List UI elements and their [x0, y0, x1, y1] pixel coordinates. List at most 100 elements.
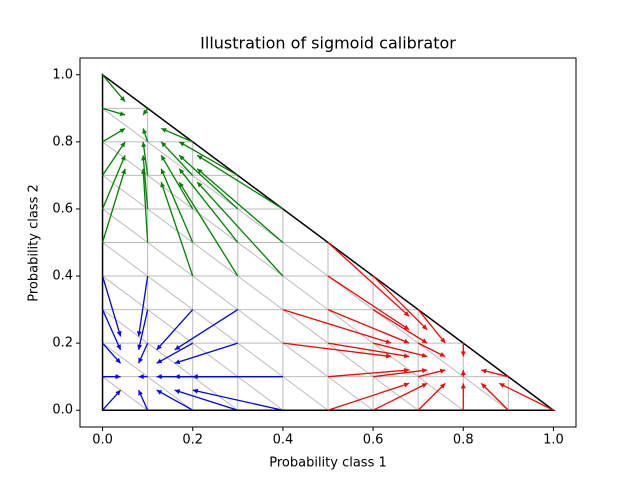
- arrow: [372, 275, 428, 331]
- arrow: [372, 342, 428, 358]
- arrow: [373, 368, 428, 378]
- arrow: [102, 389, 122, 411]
- arrow: [282, 342, 392, 359]
- arrow-shaft: [178, 181, 239, 277]
- arrow-head: [421, 352, 428, 358]
- arrow: [174, 342, 239, 365]
- arrow-shaft: [156, 309, 194, 351]
- arrow-head: [115, 374, 121, 380]
- arrow-head: [179, 168, 185, 175]
- arrow-shaft: [142, 141, 149, 176]
- arrow: [282, 308, 392, 345]
- arrow: [138, 374, 148, 380]
- arrow: [102, 107, 126, 116]
- arrow: [327, 242, 410, 317]
- arrow-head: [197, 182, 203, 188]
- arrow-head: [120, 141, 126, 148]
- arrow-shaft: [372, 309, 428, 344]
- arrow: [418, 368, 446, 378]
- arrow: [102, 141, 126, 176]
- arrow-shaft: [327, 382, 410, 411]
- arrow-shaft: [417, 342, 446, 358]
- arrow-head: [143, 109, 148, 116]
- arrow: [141, 155, 149, 210]
- arrow-head: [119, 96, 126, 102]
- arrow: [417, 382, 446, 411]
- arrow: [196, 154, 284, 210]
- arrow: [499, 382, 554, 411]
- arrow-head: [156, 344, 162, 350]
- arrow: [192, 374, 283, 380]
- arrow-shaft: [417, 309, 446, 344]
- x-tick-label: 0.0: [92, 433, 113, 448]
- arrow: [160, 154, 194, 210]
- arrow-head: [439, 383, 446, 389]
- arrow-head: [499, 383, 505, 388]
- arrow: [101, 155, 126, 210]
- arrow: [137, 309, 149, 350]
- x-tick-label: 0.8: [453, 433, 474, 448]
- arrow-shaft: [178, 168, 239, 243]
- x-tick-label: 0.6: [363, 433, 384, 448]
- arrow-shaft: [196, 154, 284, 210]
- y-tick-label: 0.4: [52, 269, 73, 284]
- arrow-head: [179, 182, 184, 188]
- arrow-head: [119, 128, 126, 134]
- arrow-shaft: [160, 154, 194, 210]
- arrow-head: [121, 168, 127, 175]
- arrow-head: [119, 111, 126, 116]
- arrow: [138, 342, 149, 364]
- arrow-shaft: [142, 155, 149, 210]
- arrow: [101, 275, 122, 337]
- y-tick-label: 1.0: [52, 67, 73, 82]
- arrow-head: [421, 368, 428, 374]
- arrow-shaft: [160, 181, 194, 277]
- arrow-shaft: [101, 309, 122, 351]
- arrow: [156, 309, 194, 351]
- arrow-head: [460, 351, 466, 357]
- arrow-head: [197, 168, 203, 174]
- arrow: [460, 383, 466, 411]
- arrow-head: [403, 353, 410, 359]
- arrow-shaft: [372, 342, 428, 358]
- arrow-head: [116, 330, 122, 337]
- arrow-head: [136, 331, 142, 337]
- arrow-head: [192, 374, 198, 380]
- mesh-line: [102, 376, 148, 411]
- arrow-shaft: [372, 382, 428, 411]
- y-tick-label: 0.8: [52, 134, 73, 149]
- arrow-head: [403, 382, 410, 388]
- arrow-head: [440, 337, 446, 344]
- arrow-head: [137, 344, 143, 350]
- arrow: [372, 382, 428, 411]
- arrow-shaft: [196, 181, 284, 277]
- arrow: [101, 309, 122, 351]
- arrow: [156, 342, 194, 364]
- arrow-shaft: [101, 168, 126, 243]
- arrow-head: [156, 390, 163, 395]
- plot-frame: [79, 57, 577, 428]
- arrow-shaft: [480, 382, 509, 411]
- arrow: [327, 367, 410, 378]
- arrow-shaft: [160, 168, 194, 243]
- arrow-shaft: [156, 342, 194, 364]
- arrow: [178, 141, 239, 176]
- arrow-shaft: [156, 389, 194, 411]
- arrow-shaft: [137, 275, 149, 337]
- arrow: [141, 141, 149, 176]
- mesh-line: [102, 309, 239, 411]
- arrow: [417, 309, 446, 344]
- arrow: [160, 168, 194, 243]
- x-tick-label: 0.2: [182, 433, 203, 448]
- arrow-shaft: [174, 309, 239, 351]
- arrow: [142, 107, 149, 116]
- arrow: [156, 389, 194, 411]
- arrow-head: [141, 155, 147, 161]
- y-tick-label: 0.2: [52, 336, 73, 351]
- arrow-shaft: [101, 275, 122, 337]
- mesh-line: [102, 107, 509, 411]
- x-tick-label: 1.0: [543, 433, 564, 448]
- arrow: [460, 343, 466, 357]
